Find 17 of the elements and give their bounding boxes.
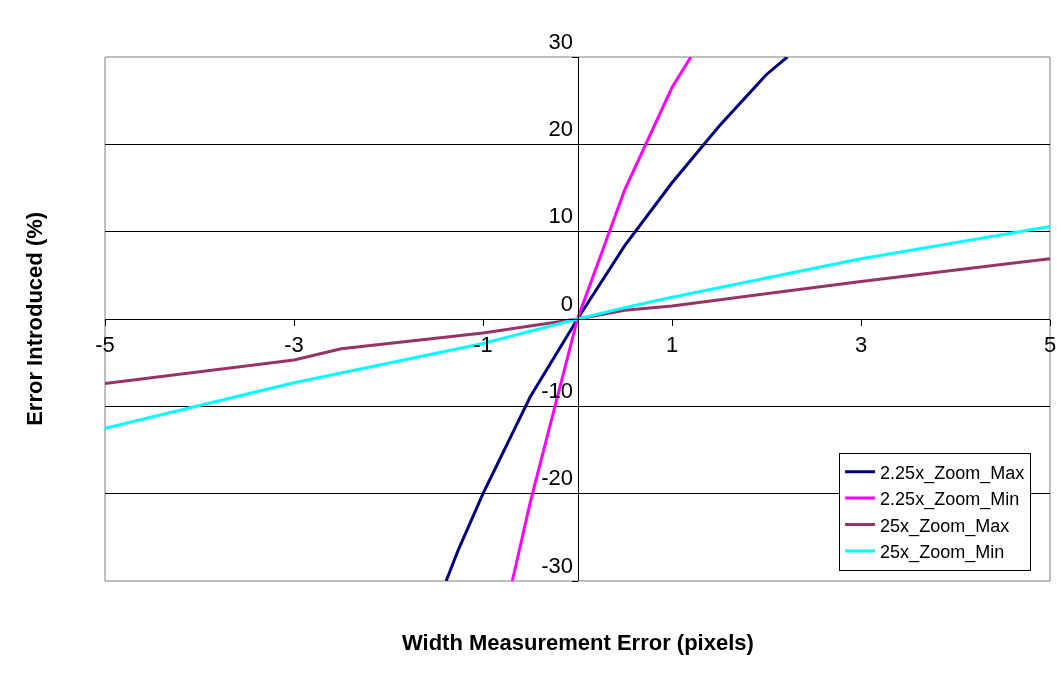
legend-label: 25x_Zoom_Max — [880, 515, 1010, 537]
x-tick-label: -5 — [95, 332, 115, 358]
legend-label: 2.25x_Zoom_Max — [880, 462, 1025, 484]
x-tick-label: -3 — [284, 332, 304, 358]
legend-label: 2.25x_Zoom_Min — [880, 489, 1020, 511]
x-tick-label: 1 — [665, 332, 679, 358]
y-tick-label: -20 — [541, 465, 574, 491]
x-axis-title: Width Measurement Error (pixels) — [402, 630, 754, 655]
legend-label: 25x_Zoom_Min — [880, 541, 1005, 563]
x-tick-label: 5 — [1043, 332, 1057, 358]
y-tick-label: -30 — [541, 552, 574, 578]
y-tick-label: 10 — [548, 203, 574, 229]
x-tick-label: 3 — [854, 332, 868, 358]
y-tick-label: 0 — [560, 290, 574, 316]
y-axis-title: Error Introduced (%) — [21, 211, 47, 426]
y-tick-label: 30 — [548, 28, 574, 54]
y-tick-label: 20 — [548, 116, 574, 142]
